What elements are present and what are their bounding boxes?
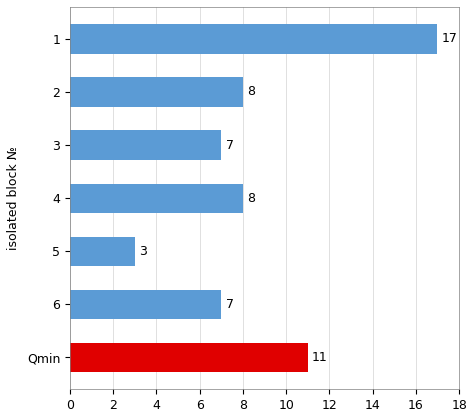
Text: 7: 7 bbox=[226, 298, 234, 311]
Text: 11: 11 bbox=[312, 351, 328, 364]
Bar bbox=[70, 130, 221, 160]
Y-axis label: isolated block №: isolated block № bbox=[7, 146, 20, 250]
Bar bbox=[70, 78, 243, 106]
Bar bbox=[70, 237, 135, 266]
Bar bbox=[70, 184, 243, 213]
Text: 3: 3 bbox=[139, 245, 147, 258]
Text: 7: 7 bbox=[226, 139, 234, 152]
Bar bbox=[70, 24, 438, 54]
Bar bbox=[70, 343, 308, 372]
Bar bbox=[70, 290, 221, 319]
Text: 8: 8 bbox=[247, 191, 255, 204]
Text: 8: 8 bbox=[247, 85, 255, 98]
Text: 17: 17 bbox=[442, 32, 458, 45]
